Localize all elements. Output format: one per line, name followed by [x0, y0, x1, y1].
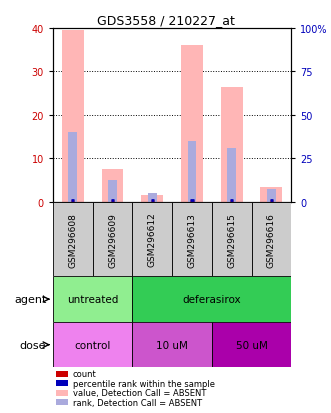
Bar — [53, 202, 93, 277]
Bar — [212, 322, 291, 368]
Text: GSM296609: GSM296609 — [108, 212, 117, 267]
Text: dose: dose — [20, 340, 46, 350]
Text: agent: agent — [14, 294, 46, 304]
Text: GSM296613: GSM296613 — [187, 212, 197, 267]
Bar — [227, 148, 236, 202]
Bar — [132, 202, 172, 277]
Bar — [172, 202, 212, 277]
Text: GDS3558 / 210227_at: GDS3558 / 210227_at — [97, 14, 234, 27]
Bar — [132, 322, 212, 368]
Text: percentile rank within the sample: percentile rank within the sample — [73, 379, 215, 388]
Text: control: control — [74, 340, 111, 350]
Bar — [102, 170, 123, 202]
Text: untreated: untreated — [67, 294, 118, 304]
Bar — [108, 180, 117, 202]
Bar — [181, 46, 203, 202]
Text: value, Detection Call = ABSENT: value, Detection Call = ABSENT — [73, 388, 206, 397]
Bar — [188, 142, 196, 202]
Text: rank, Detection Call = ABSENT: rank, Detection Call = ABSENT — [73, 398, 202, 407]
Bar — [148, 194, 157, 202]
Bar — [141, 196, 163, 202]
Bar — [252, 202, 291, 277]
Text: 10 uM: 10 uM — [156, 340, 188, 350]
Text: GSM296615: GSM296615 — [227, 212, 236, 267]
Text: 50 uM: 50 uM — [236, 340, 267, 350]
Bar — [132, 277, 291, 322]
Text: GSM296612: GSM296612 — [148, 212, 157, 267]
Bar — [221, 88, 243, 202]
Bar — [260, 187, 282, 202]
Text: deferasirox: deferasirox — [182, 294, 241, 304]
Bar — [69, 133, 77, 202]
Bar — [93, 202, 132, 277]
Bar — [212, 202, 252, 277]
Bar — [53, 322, 132, 368]
Text: GSM296616: GSM296616 — [267, 212, 276, 267]
Bar — [62, 31, 84, 202]
Bar — [267, 189, 276, 202]
Text: GSM296608: GSM296608 — [68, 212, 77, 267]
Text: count: count — [73, 369, 97, 378]
Bar — [53, 277, 132, 322]
